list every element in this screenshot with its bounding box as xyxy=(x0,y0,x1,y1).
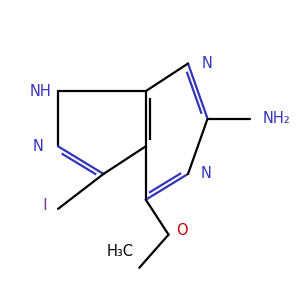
Text: N: N xyxy=(33,139,44,154)
Text: N: N xyxy=(202,56,212,71)
Text: NH: NH xyxy=(29,84,51,99)
Text: H₃C: H₃C xyxy=(106,244,133,259)
Text: NH₂: NH₂ xyxy=(263,111,291,126)
Text: O: O xyxy=(176,224,188,238)
Text: N: N xyxy=(200,167,211,182)
Text: I: I xyxy=(43,198,47,213)
